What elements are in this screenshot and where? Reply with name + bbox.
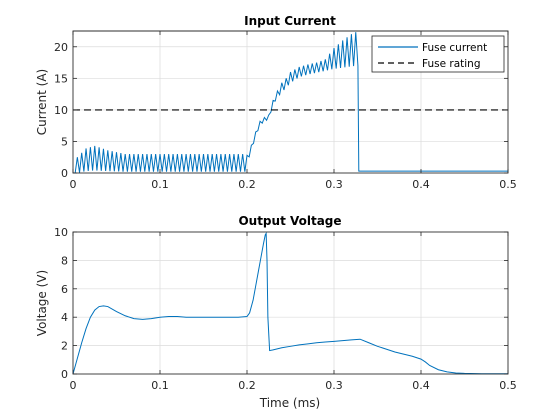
output-voltage-ytick-label-5: 10 bbox=[54, 226, 68, 239]
input-current-xtick-label-3: 0.3 bbox=[325, 178, 343, 191]
output-voltage-ytick-label-0: 0 bbox=[61, 368, 68, 381]
input-current-xtick-label-5: 0.5 bbox=[499, 178, 517, 191]
input-current-ylabel: Current (A) bbox=[35, 69, 49, 135]
output-voltage-ticks: 0 0.1 0.2 0.3 0.4 0.5 0 2 4 6 8 10 bbox=[54, 226, 517, 392]
input-current-axes-frame bbox=[72, 30, 509, 174]
output-voltage-xtick-label-2: 0.2 bbox=[238, 379, 256, 392]
input-current-xtick-label-2: 0.2 bbox=[238, 178, 256, 191]
output-voltage-ylabel: Voltage (V) bbox=[35, 270, 49, 336]
input-current-xtick-label-0: 0 bbox=[70, 178, 77, 191]
output-voltage-xtick-label-1: 0.1 bbox=[151, 379, 169, 392]
input-current-ytick-label-4: 20 bbox=[54, 41, 68, 54]
output-voltage-xtick-label-5: 0.5 bbox=[499, 379, 517, 392]
output-voltage-ytick-label-3: 6 bbox=[61, 283, 68, 296]
input-current-legend: Fuse current Fuse rating bbox=[371, 35, 505, 73]
input-current-series-0-line bbox=[73, 32, 508, 174]
output-voltage-ytick-label-1: 2 bbox=[61, 340, 68, 353]
input-current-series-group bbox=[73, 32, 508, 174]
input-current-xtick-label-4: 0.4 bbox=[412, 178, 430, 191]
output-voltage-series-0-line bbox=[72, 231, 508, 375]
legend-label-fuse-current: Fuse current bbox=[422, 42, 487, 54]
input-current-ytick-label-1: 5 bbox=[61, 135, 68, 148]
output-voltage-xtick-label-0: 0 bbox=[70, 379, 77, 392]
input-current-ytick-label-0: 0 bbox=[61, 167, 68, 180]
output-voltage-series-group bbox=[72, 231, 508, 375]
input-current-ticks: 0 0.1 0.2 0.3 0.4 0.5 0 5 10 15 20 bbox=[54, 31, 517, 191]
input-current-ytick-label-2: 10 bbox=[54, 104, 68, 117]
input-current-xtick-label-1: 0.1 bbox=[151, 178, 169, 191]
output-voltage-axes-frame bbox=[72, 231, 509, 375]
output-voltage-plot-area bbox=[72, 231, 509, 375]
input-current-ytick-label-3: 15 bbox=[54, 72, 68, 85]
output-voltage-ytick-label-4: 8 bbox=[61, 254, 68, 267]
output-voltage-xtick-label-4: 0.4 bbox=[412, 379, 430, 392]
legend-label-fuse-rating: Fuse rating bbox=[422, 58, 481, 70]
output-voltage-xlabel: Time (ms) bbox=[259, 396, 321, 410]
legend-box bbox=[371, 35, 505, 73]
output-voltage-title: Output Voltage bbox=[238, 214, 341, 228]
output-voltage-ytick-label-2: 4 bbox=[61, 311, 68, 324]
input-current-title: Input Current bbox=[244, 14, 336, 28]
output-voltage-xtick-label-3: 0.3 bbox=[325, 379, 343, 392]
input-current-panel: 0 0.1 0.2 0.3 0.4 0.5 0 5 10 15 20 Input Current C… bbox=[35, 14, 517, 191]
output-voltage-panel: 0 0.1 0.2 0.3 0.4 0.5 0 2 4 6 8 10 Output Voltage V… bbox=[35, 214, 517, 410]
